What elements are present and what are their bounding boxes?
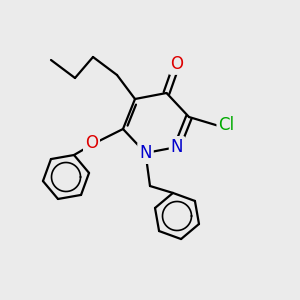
Text: O: O [170,55,184,73]
Text: N: N [171,138,183,156]
Text: O: O [85,134,98,152]
Text: N: N [139,144,152,162]
Text: Cl: Cl [218,116,235,134]
